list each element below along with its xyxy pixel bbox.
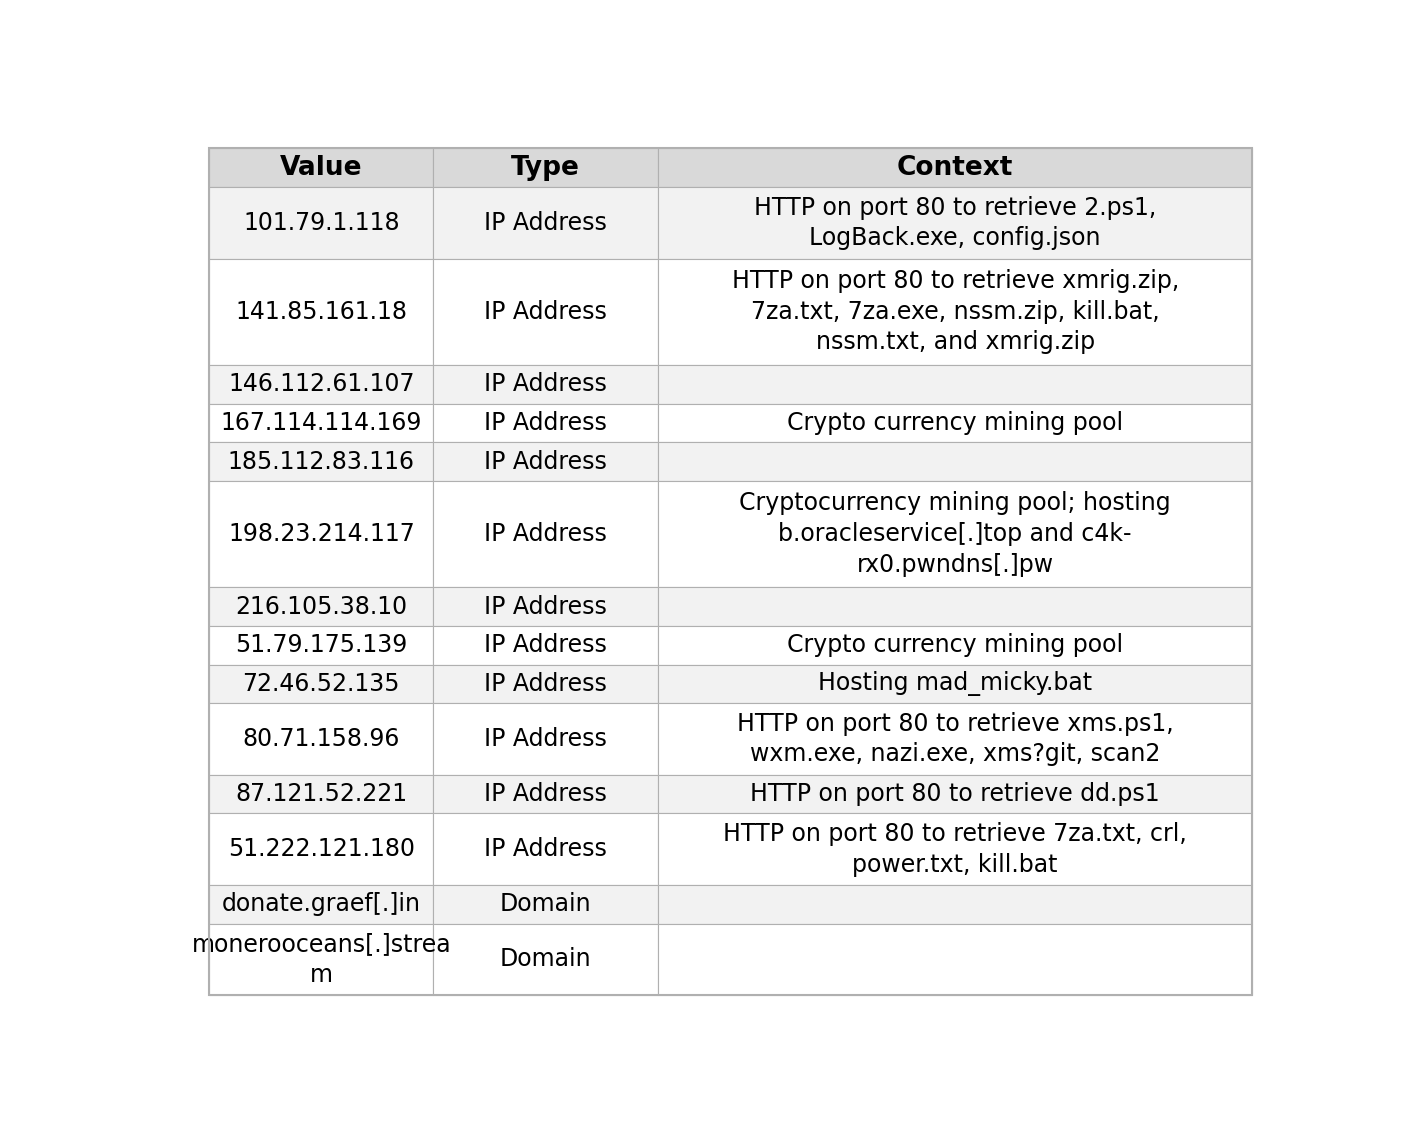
Bar <box>434 149 657 187</box>
Text: Domain: Domain <box>501 892 592 916</box>
Bar <box>657 442 1252 481</box>
Bar <box>210 703 434 775</box>
Bar <box>657 187 1252 258</box>
Bar <box>657 365 1252 404</box>
Bar <box>210 365 434 404</box>
Bar <box>210 664 434 703</box>
Bar <box>657 813 1252 885</box>
Text: 101.79.1.118: 101.79.1.118 <box>242 211 399 235</box>
Text: IP Address: IP Address <box>485 411 607 435</box>
Bar <box>657 481 1252 588</box>
Text: 80.71.158.96: 80.71.158.96 <box>242 728 401 751</box>
Text: 167.114.114.169: 167.114.114.169 <box>221 411 422 435</box>
Bar <box>434 365 657 404</box>
Bar <box>210 149 434 187</box>
Bar <box>434 664 657 703</box>
Text: 216.105.38.10: 216.105.38.10 <box>235 594 408 618</box>
Text: 185.112.83.116: 185.112.83.116 <box>228 450 415 474</box>
Bar <box>657 924 1252 995</box>
Text: HTTP on port 80 to retrieve xms.ps1,
wxm.exe, nazi.exe, xms?git, scan2: HTTP on port 80 to retrieve xms.ps1, wxm… <box>737 712 1174 766</box>
Text: Domain: Domain <box>501 948 592 971</box>
Bar <box>210 775 434 813</box>
Text: Value: Value <box>279 155 362 180</box>
Bar <box>434 924 657 995</box>
Bar <box>210 187 434 258</box>
Bar <box>434 885 657 924</box>
Text: IP Address: IP Address <box>485 450 607 474</box>
Text: 198.23.214.117: 198.23.214.117 <box>228 522 415 546</box>
Text: IP Address: IP Address <box>485 594 607 618</box>
Bar <box>210 588 434 626</box>
Text: 141.85.161.18: 141.85.161.18 <box>235 300 408 324</box>
Text: Crypto currency mining pool: Crypto currency mining pool <box>787 633 1124 658</box>
Bar <box>434 187 657 258</box>
Bar <box>210 442 434 481</box>
Text: HTTP on port 80 to retrieve dd.ps1: HTTP on port 80 to retrieve dd.ps1 <box>750 782 1159 807</box>
Bar <box>657 885 1252 924</box>
Text: IP Address: IP Address <box>485 672 607 696</box>
Bar <box>657 664 1252 703</box>
Bar <box>434 775 657 813</box>
Text: IP Address: IP Address <box>485 372 607 396</box>
Text: 87.121.52.221: 87.121.52.221 <box>235 782 408 807</box>
Text: Type: Type <box>511 155 580 180</box>
Text: IP Address: IP Address <box>485 782 607 807</box>
Bar <box>657 588 1252 626</box>
Bar <box>434 703 657 775</box>
Text: Hosting mad_micky.bat: Hosting mad_micky.bat <box>819 671 1092 696</box>
Text: Cryptocurrency mining pool; hosting
b.oracleservice[.]top and c4k-
rx0.pwndns[.]: Cryptocurrency mining pool; hosting b.or… <box>739 492 1171 576</box>
Bar <box>210 885 434 924</box>
Text: IP Address: IP Address <box>485 522 607 546</box>
Bar <box>434 442 657 481</box>
Text: IP Address: IP Address <box>485 300 607 324</box>
Bar <box>657 626 1252 664</box>
Bar <box>210 258 434 365</box>
Text: IP Address: IP Address <box>485 633 607 658</box>
Bar <box>434 481 657 588</box>
Bar <box>657 258 1252 365</box>
Bar <box>210 626 434 664</box>
Text: IP Address: IP Address <box>485 728 607 751</box>
Text: HTTP on port 80 to retrieve xmrig.zip,
7za.txt, 7za.exe, nssm.zip, kill.bat,
nss: HTTP on port 80 to retrieve xmrig.zip, 7… <box>732 270 1179 354</box>
Bar <box>434 813 657 885</box>
Bar <box>657 149 1252 187</box>
Bar <box>657 775 1252 813</box>
Text: HTTP on port 80 to retrieve 7za.txt, crl,
power.txt, kill.bat: HTTP on port 80 to retrieve 7za.txt, crl… <box>723 822 1186 876</box>
Bar <box>434 258 657 365</box>
Bar <box>657 703 1252 775</box>
Text: 146.112.61.107: 146.112.61.107 <box>228 372 415 396</box>
Bar <box>434 404 657 442</box>
Text: HTTP on port 80 to retrieve 2.ps1,
LogBack.exe, config.json: HTTP on port 80 to retrieve 2.ps1, LogBa… <box>754 195 1156 250</box>
Text: 72.46.52.135: 72.46.52.135 <box>242 672 401 696</box>
Bar <box>210 813 434 885</box>
Bar <box>210 481 434 588</box>
Text: IP Address: IP Address <box>485 211 607 235</box>
Text: 51.79.175.139: 51.79.175.139 <box>235 633 408 658</box>
Text: 51.222.121.180: 51.222.121.180 <box>228 837 415 862</box>
Bar <box>210 924 434 995</box>
Text: donate.graef[.]in: donate.graef[.]in <box>222 892 421 916</box>
Bar <box>210 404 434 442</box>
Bar <box>434 626 657 664</box>
Text: IP Address: IP Address <box>485 837 607 862</box>
Bar <box>434 588 657 626</box>
Text: Context: Context <box>897 155 1014 180</box>
Text: Crypto currency mining pool: Crypto currency mining pool <box>787 411 1124 435</box>
Bar <box>657 404 1252 442</box>
Text: monerooceans[.]strea
m: monerooceans[.]strea m <box>191 932 451 987</box>
